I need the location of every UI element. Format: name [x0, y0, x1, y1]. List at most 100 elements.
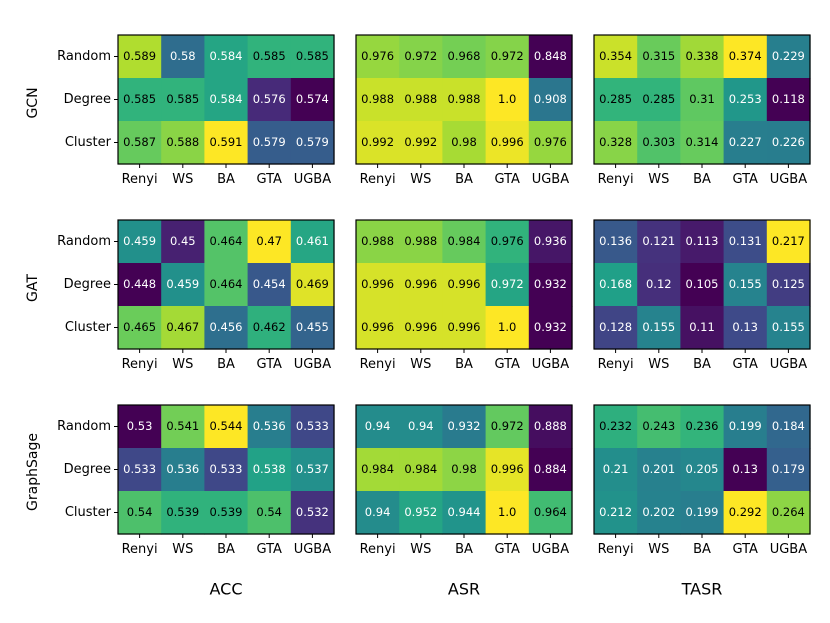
heatmap-cell [680, 35, 725, 79]
heatmap-cell [723, 405, 768, 449]
cell-value: 0.199 [729, 419, 762, 433]
heatmap-cell [766, 306, 811, 350]
cell-value: 0.45 [170, 234, 196, 248]
cell-value: 0.128 [599, 320, 632, 334]
heatmap-cell [399, 263, 443, 307]
cell-value: 0.217 [772, 234, 805, 248]
x-tick-label: GTA [494, 357, 520, 372]
model-label-graphsage: GraphSage [25, 433, 41, 511]
heatmap-cell [356, 491, 400, 535]
x-tick-label: GTA [256, 357, 282, 372]
cell-value: 0.579 [296, 135, 329, 149]
heatmap-cell [356, 448, 400, 492]
cell-value: 0.199 [686, 505, 719, 519]
cell-value: 0.988 [361, 92, 394, 106]
x-tick-label: WS [410, 172, 431, 187]
cell-value: 0.354 [599, 49, 632, 63]
x-tick-label: Renyi [598, 357, 634, 372]
cell-value: 0.94 [365, 419, 391, 433]
cell-value: 0.467 [166, 320, 199, 334]
cell-value: 0.976 [361, 49, 394, 63]
cell-value: 0.584 [210, 49, 243, 63]
cell-value: 0.964 [534, 505, 567, 519]
cell-value: 0.996 [448, 277, 481, 291]
x-tick-label: Renyi [598, 172, 634, 187]
heatmap-cell [290, 306, 335, 350]
heatmap-cell [637, 78, 681, 122]
x-tick-label: UGBA [770, 172, 808, 187]
cell-value: 0.584 [210, 92, 243, 106]
cell-value: 0.374 [729, 49, 762, 63]
heatmap-cell [594, 220, 638, 264]
heatmap-cell [290, 78, 335, 122]
heatmap-cell [485, 35, 530, 79]
heatmap-cell [290, 448, 335, 492]
cell-value: 0.992 [361, 135, 394, 149]
heatmap-cell [485, 306, 530, 350]
heatmap-cell [247, 491, 292, 535]
x-tick-label: Renyi [360, 357, 396, 372]
cell-value: 0.585 [123, 92, 156, 106]
cell-value: 0.125 [772, 277, 805, 291]
heatmap-cell [118, 448, 162, 492]
heatmap-cell [680, 220, 725, 264]
heatmap-cell [204, 306, 249, 350]
x-tick-label: UGBA [770, 357, 808, 372]
metric-label-tasr: TASR [681, 580, 723, 599]
heatmap-cell [247, 35, 292, 79]
x-tick-label: WS [172, 542, 193, 557]
heatmap-cell [442, 306, 487, 350]
y-tick-label: Random [57, 419, 111, 434]
heatmap-cell [399, 78, 443, 122]
heatmap-cell [766, 121, 811, 165]
heatmap-cell [356, 220, 400, 264]
heatmap-cell [442, 220, 487, 264]
x-tick-label: BA [455, 542, 473, 557]
cell-value: 0.996 [361, 277, 394, 291]
y-tick-label: Random [57, 49, 111, 64]
heatmap-cell [161, 405, 205, 449]
heatmap-cell [485, 78, 530, 122]
x-tick-label: BA [217, 357, 235, 372]
cell-value: 0.579 [253, 135, 286, 149]
heatmap-cell [247, 306, 292, 350]
cell-value: 0.968 [448, 49, 481, 63]
cell-value: 0.585 [253, 49, 286, 63]
x-tick-label: WS [172, 172, 193, 187]
heatmap-cell [637, 491, 681, 535]
cell-value: 0.988 [361, 234, 394, 248]
cell-value: 0.94 [365, 505, 391, 519]
cell-value: 0.465 [123, 320, 156, 334]
heatmap-cell [399, 405, 443, 449]
x-tick-label: WS [648, 357, 669, 372]
cell-value: 0.229 [772, 49, 805, 63]
heatmap-cell [637, 121, 681, 165]
heatmap-cell [766, 35, 811, 79]
x-tick-label: Renyi [360, 542, 396, 557]
cell-value: 0.888 [534, 419, 567, 433]
cell-value: 0.984 [448, 234, 481, 248]
cell-value: 0.539 [210, 505, 243, 519]
cell-value: 0.98 [451, 135, 477, 149]
panel-graphsage-tasr: 0.232 0.243 0.236 0.199 0.184 0.21 0.201 0.205 0… [593, 404, 811, 557]
heatmap-cell [356, 35, 400, 79]
heatmap-cell [485, 491, 530, 535]
x-tick-label: WS [172, 357, 193, 372]
heatmap-cell [766, 263, 811, 307]
x-tick-label: BA [217, 542, 235, 557]
cell-value: 0.47 [256, 234, 282, 248]
cell-value: 0.53 [127, 419, 153, 433]
cell-value: 0.884 [534, 462, 567, 476]
heatmap-cell [204, 78, 249, 122]
heatmap-cell [442, 263, 487, 307]
cell-value: 0.13 [732, 320, 758, 334]
cell-value: 0.131 [729, 234, 762, 248]
cell-value: 0.976 [534, 135, 567, 149]
x-tick-label: UGBA [294, 172, 332, 187]
heatmap-cell [118, 263, 162, 307]
x-tick-label: GTA [256, 542, 282, 557]
heatmap-cell [723, 220, 768, 264]
heatmap-cell [356, 306, 400, 350]
heatmap-cell [290, 220, 335, 264]
heatmap-cell [594, 491, 638, 535]
